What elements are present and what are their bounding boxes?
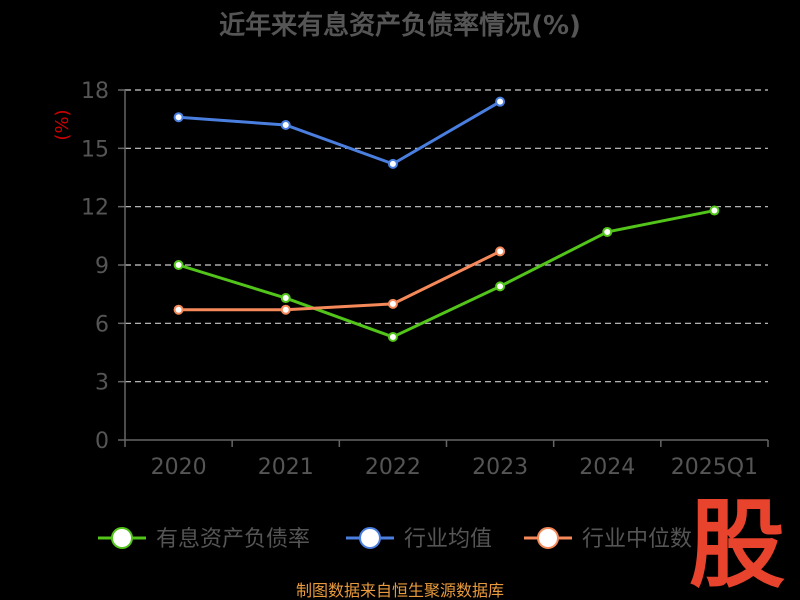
y-tick-label: 0 (95, 429, 109, 454)
data-point (495, 281, 506, 292)
data-point (280, 293, 291, 304)
series-line (178, 100, 501, 166)
legend-label: 行业均值 (404, 527, 492, 552)
data-point (387, 331, 398, 342)
legend-marker (111, 527, 133, 549)
legend-label: 有息资产负债率 (156, 527, 310, 552)
series-line (178, 209, 715, 339)
data-point (280, 304, 291, 315)
y-tick-label: 18 (81, 79, 109, 104)
legend-marker (537, 527, 559, 549)
data-point (173, 112, 184, 123)
legend-label: 行业中位数 (582, 527, 692, 552)
x-tick-label: 2023 (472, 455, 528, 480)
series-1 (173, 96, 506, 169)
data-point (387, 158, 398, 169)
y-tick-label: 6 (95, 312, 109, 337)
data-point (709, 205, 720, 216)
x-tick-label: 2022 (365, 455, 421, 480)
y-tick-label: 3 (95, 371, 109, 396)
x-tick-label: 2025Q1 (671, 455, 758, 480)
x-tick-label: 2021 (258, 455, 314, 480)
series-lines (173, 96, 720, 342)
data-point (173, 304, 184, 315)
series-line (178, 250, 501, 312)
legend-item: 有息资产负债率 (98, 527, 310, 552)
axes (118, 89, 769, 447)
data-point (495, 246, 506, 257)
x-tick-label: 2024 (579, 455, 635, 480)
legend-item: 行业均值 (346, 527, 492, 552)
grid-lines (125, 89, 768, 383)
legend-marker (359, 527, 381, 549)
data-point (387, 298, 398, 309)
x-tick-label: 2020 (151, 455, 207, 480)
legend: 有息资产负债率 行业均值 行业中位数 (98, 527, 692, 552)
x-tick-labels: 2020 2021 2022 2023 2024 2025Q1 (151, 455, 758, 480)
y-tick-label: 12 (81, 196, 109, 221)
series-0 (173, 205, 720, 342)
source-note: 制图数据来自恒生聚源数据库 (296, 581, 504, 600)
data-point (495, 96, 506, 107)
series-2 (173, 246, 506, 315)
data-point (280, 120, 291, 130)
watermark-logo: 股 (689, 489, 785, 600)
data-point (602, 226, 613, 237)
y-axis-unit-label: (%) (52, 109, 73, 140)
data-point (173, 260, 184, 270)
y-tick-label: 15 (81, 137, 109, 162)
y-tick-labels: 0 3 6 9 12 15 18 (81, 79, 109, 454)
legend-item: 行业中位数 (524, 527, 692, 552)
y-tick-label: 9 (95, 254, 109, 279)
chart-title: 近年来有息资产负债率情况(%) (219, 10, 581, 41)
